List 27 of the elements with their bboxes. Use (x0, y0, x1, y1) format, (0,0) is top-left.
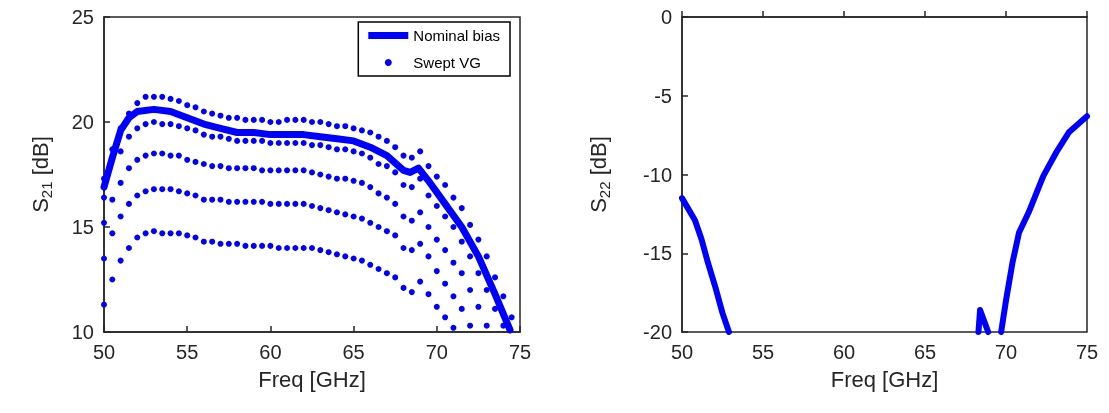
x-tick-label: 60 (259, 341, 282, 363)
x-axis-title: Freq [GHz] (830, 366, 939, 392)
x-tick-label: 50 (670, 341, 694, 363)
x-axis-title: Freq [GHz] (258, 366, 366, 392)
y-tick-label: -20 (643, 321, 672, 343)
y-axis-title: S21 [dB] (28, 136, 55, 213)
y-axis-title: S22 [dB] (586, 136, 613, 213)
y-tick-label: -10 (643, 163, 672, 186)
y-tick-label: 0 (660, 6, 672, 28)
x-tick-label: 65 (913, 341, 937, 363)
x-tick-label: 75 (508, 341, 532, 363)
legend-label: Nominal bias (413, 27, 501, 44)
x-tick-label: 60 (832, 341, 856, 363)
x-tick-label: 55 (176, 341, 199, 363)
x-tick-label: 65 (342, 341, 365, 363)
y-tick-label: -15 (643, 242, 672, 265)
y-tick-label: -5 (654, 84, 672, 107)
y-tick-label: 15 (71, 216, 94, 238)
x-tick-label: 70 (994, 341, 1018, 363)
x-tick-label: 50 (92, 341, 116, 363)
x-tick-label: 75 (1075, 341, 1099, 363)
y-tick-label: 20 (71, 111, 94, 133)
y-tick-label: 25 (71, 6, 94, 28)
y-tick-label: 10 (71, 321, 94, 343)
x-tick-label: 70 (425, 341, 448, 363)
legend-label: Swept VG (413, 54, 481, 71)
x-tick-label: 55 (751, 341, 775, 363)
